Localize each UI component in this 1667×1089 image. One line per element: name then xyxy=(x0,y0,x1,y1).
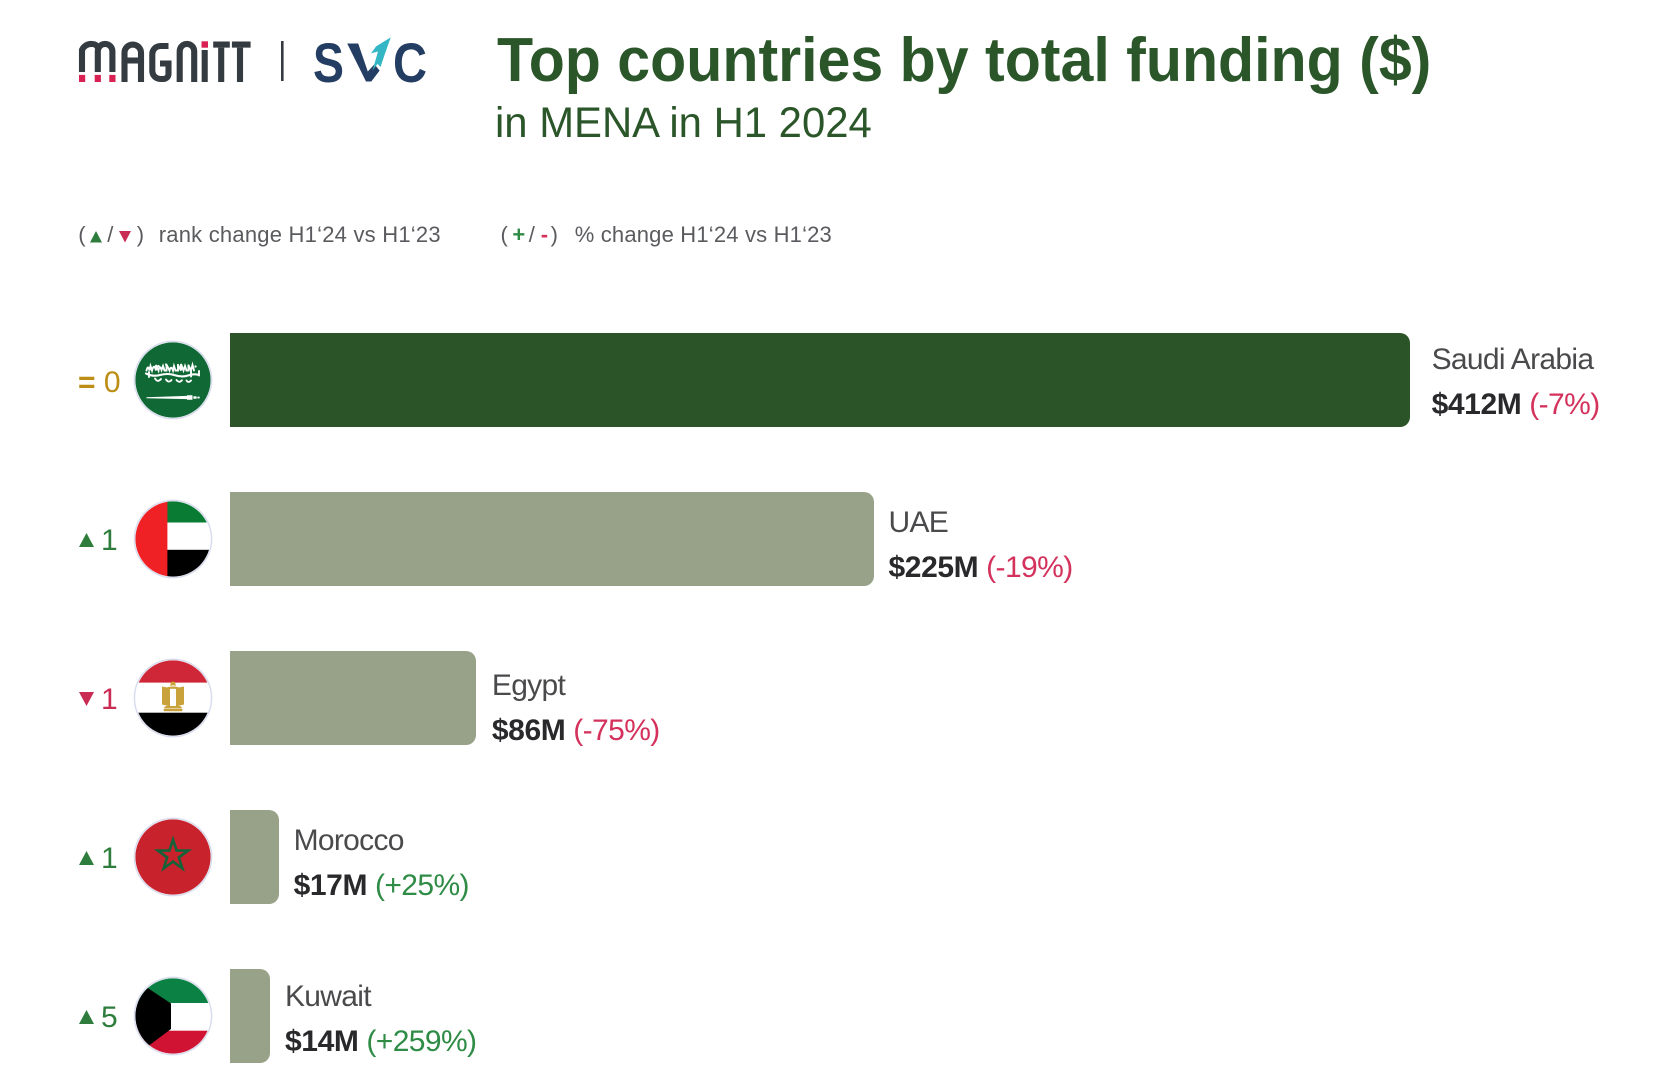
svg-text:S: S xyxy=(313,31,344,94)
svg-text:C: C xyxy=(393,31,427,94)
